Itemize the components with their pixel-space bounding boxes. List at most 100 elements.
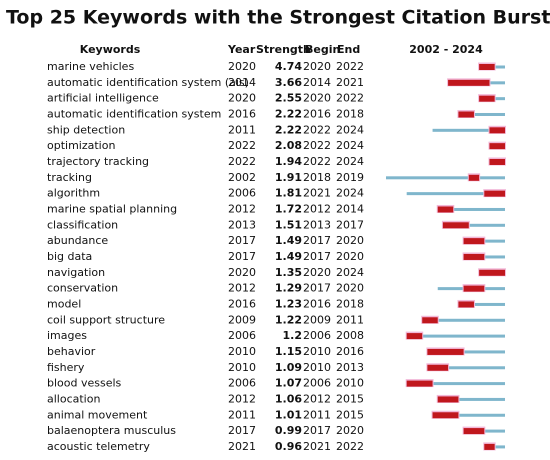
burst-bar: [437, 396, 459, 403]
strength: 2.22: [275, 123, 302, 136]
keyword: balaenoptera musculus: [47, 424, 176, 437]
active-span: [427, 350, 505, 354]
burst-bar: [463, 285, 485, 292]
keyword: images: [47, 329, 87, 342]
year: 2016: [228, 297, 256, 310]
begin: 2012: [303, 202, 331, 215]
keyword: fishery: [47, 361, 85, 374]
begin: 2009: [303, 313, 331, 326]
end: 2024: [336, 123, 364, 136]
burst-bar: [422, 317, 438, 324]
active-span: [432, 413, 505, 417]
keyword: algorithm: [47, 187, 100, 200]
strength: 1.81: [275, 187, 302, 200]
keyword: optimization: [47, 139, 115, 152]
active-span: [406, 382, 505, 386]
keyword: classification: [47, 218, 118, 231]
keyword: coil support structure: [47, 313, 165, 326]
strength: 2.55: [275, 92, 302, 105]
strength: 1.94: [275, 155, 302, 168]
year: 2002: [228, 171, 256, 184]
strength: 3.66: [275, 76, 302, 89]
strength: 1.51: [275, 218, 302, 231]
begin: 2022: [303, 155, 331, 168]
burst-bar: [458, 111, 474, 118]
strength: 1.23: [275, 297, 302, 310]
end: 2019: [336, 171, 364, 184]
year: 2021: [228, 440, 256, 453]
keyword: behavior: [47, 345, 96, 358]
burst-bar: [484, 190, 505, 197]
end: 2022: [336, 60, 364, 73]
active-span: [458, 302, 505, 306]
end: 2014: [336, 202, 364, 215]
burst-bar: [468, 174, 480, 181]
year: 2006: [228, 329, 256, 342]
burst-bar: [437, 206, 454, 213]
burst-bar: [489, 158, 505, 165]
begin: 2010: [303, 345, 331, 358]
begin: 2016: [303, 297, 331, 310]
year: 2006: [228, 377, 256, 390]
begin: 2022: [303, 123, 331, 136]
year: 2014: [228, 76, 256, 89]
keyword: artificial intelligence: [47, 92, 159, 105]
year: 2011: [228, 123, 256, 136]
end: 2010: [336, 377, 364, 390]
burst-bar: [463, 253, 485, 260]
year: 2006: [228, 187, 256, 200]
strength: 1.72: [275, 202, 302, 215]
end: 2022: [336, 440, 364, 453]
keyword: allocation: [47, 392, 100, 405]
year: 2013: [228, 218, 256, 231]
strength: 4.74: [275, 60, 302, 73]
begin: 2021: [303, 187, 331, 200]
end: 2024: [336, 187, 364, 200]
burst-bar: [463, 238, 485, 245]
keyword: navigation: [47, 266, 105, 279]
keyword: trajectory tracking: [47, 155, 149, 168]
keyword: blood vessels: [47, 377, 122, 390]
begin: 2006: [303, 329, 331, 342]
begin: 2012: [303, 392, 331, 405]
end: 2015: [336, 408, 364, 421]
begin: 2020: [303, 266, 331, 279]
keyword: abundance: [47, 234, 108, 247]
strength: 0.96: [275, 440, 302, 453]
keyword: marine vehicles: [47, 60, 134, 73]
burst-bar: [427, 348, 464, 355]
begin: 2006: [303, 377, 331, 390]
burst-bar: [458, 301, 474, 308]
strength: 1.91: [275, 171, 302, 184]
active-span: [458, 112, 505, 116]
active-span: [406, 192, 505, 196]
burst-bar: [432, 412, 459, 419]
year: 2012: [228, 202, 256, 215]
end: 2020: [336, 282, 364, 295]
keyword: animal movement: [47, 408, 148, 421]
begin: 2018: [303, 171, 331, 184]
keyword: acoustic telemetry: [47, 440, 150, 453]
active-span: [437, 397, 505, 401]
keyword: marine spatial planning: [47, 202, 177, 215]
active-span: [386, 176, 505, 180]
begin: 2014: [303, 76, 331, 89]
burst-bar: [479, 64, 495, 70]
keyword: tracking: [47, 171, 92, 184]
year: 2022: [228, 155, 256, 168]
strength: 2.22: [275, 107, 302, 120]
burst-bar: [427, 364, 449, 371]
end: 2020: [336, 250, 364, 263]
begin: 2011: [303, 408, 331, 421]
burst-bar: [479, 95, 495, 102]
end: 2018: [336, 107, 364, 120]
active-span: [406, 334, 505, 338]
begin: 2017: [303, 424, 331, 437]
begin: 2020: [303, 92, 331, 105]
end: 2016: [336, 345, 364, 358]
column-header: Strength: [256, 43, 311, 56]
begin: 2017: [303, 234, 331, 247]
timeline-header: 2002 - 2024: [409, 43, 483, 56]
year: 2011: [228, 408, 256, 421]
year: 2010: [228, 361, 256, 374]
